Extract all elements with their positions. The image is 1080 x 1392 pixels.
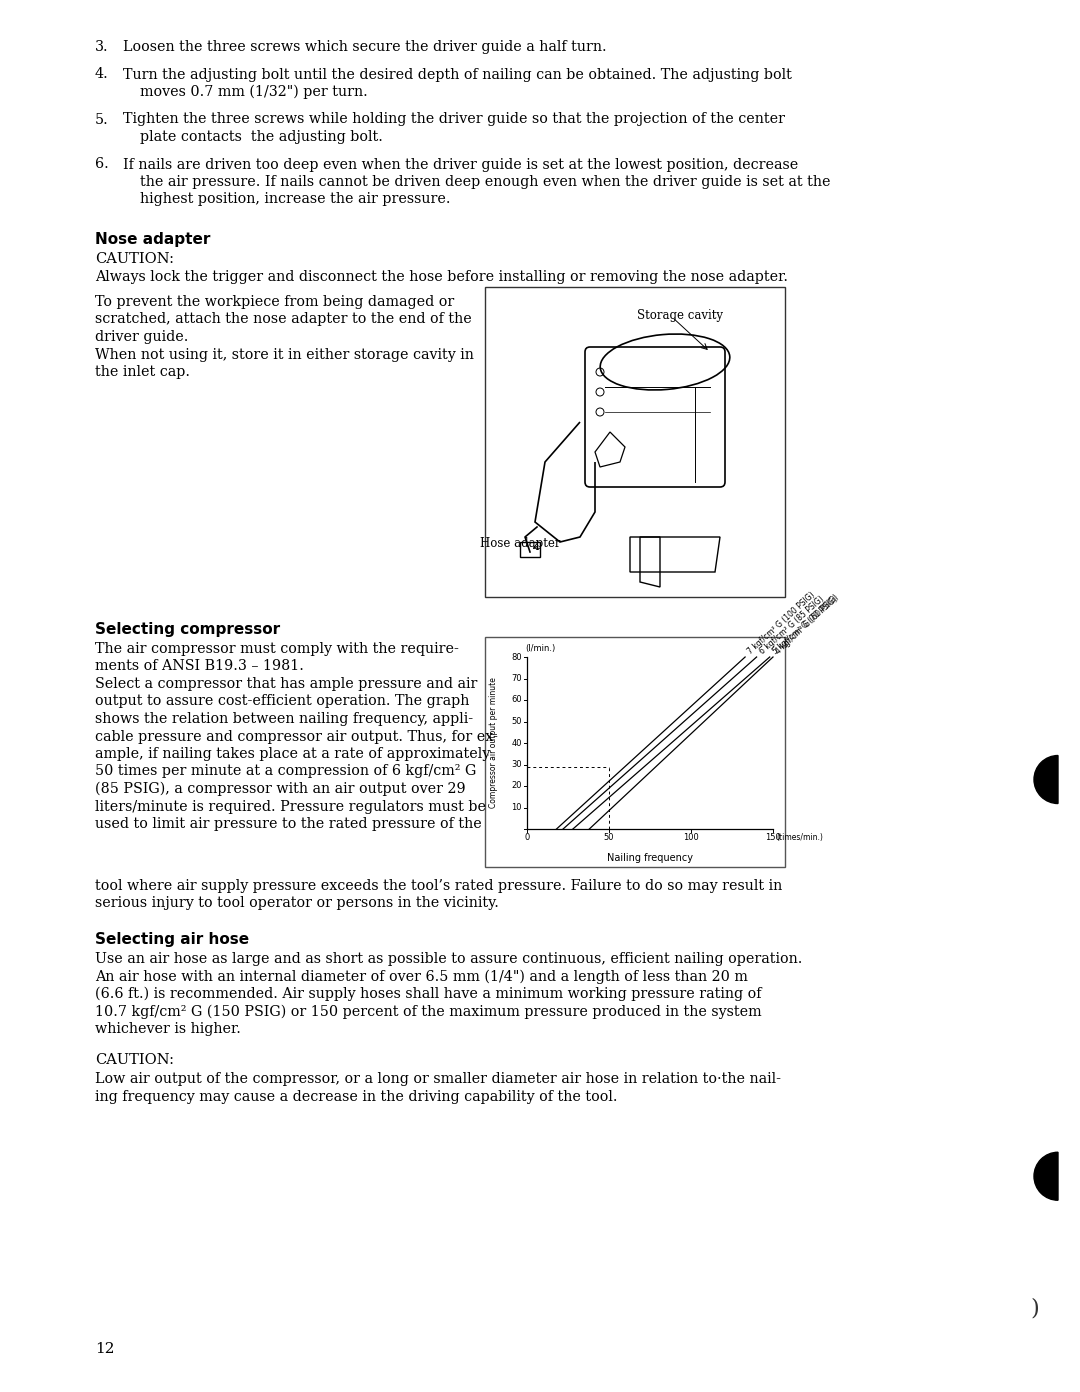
Text: Always lock the trigger and disconnect the hose before installing or removing th: Always lock the trigger and disconnect t… <box>95 270 788 284</box>
Text: When not using it, store it in either storage cavity in: When not using it, store it in either st… <box>95 348 474 362</box>
Text: (85 PSIG), a compressor with an air output over 29: (85 PSIG), a compressor with an air outp… <box>95 782 465 796</box>
Text: Turn the adjusting bolt until the desired depth of nailing can be obtained. The : Turn the adjusting bolt until the desire… <box>123 67 792 82</box>
Text: scratched, attach the nose adapter to the end of the: scratched, attach the nose adapter to th… <box>95 312 472 327</box>
Text: 40: 40 <box>512 739 522 748</box>
Text: used to limit air pressure to the rated pressure of the: used to limit air pressure to the rated … <box>95 817 482 831</box>
Text: CAUTION:: CAUTION: <box>95 252 174 266</box>
Text: 30: 30 <box>511 760 522 768</box>
Text: the air pressure. If nails cannot be driven deep enough even when the driver gui: the air pressure. If nails cannot be dri… <box>140 175 831 189</box>
Text: Nailing frequency: Nailing frequency <box>607 853 693 863</box>
Text: moves 0.7 mm (1/32") per turn.: moves 0.7 mm (1/32") per turn. <box>140 85 368 99</box>
Text: 100: 100 <box>684 832 699 842</box>
Text: ample, if nailing takes place at a rate of approximately: ample, if nailing takes place at a rate … <box>95 748 490 761</box>
Text: Selecting compressor: Selecting compressor <box>95 622 280 638</box>
Text: 60: 60 <box>511 696 522 704</box>
Text: CAUTION:: CAUTION: <box>95 1054 174 1068</box>
Text: Nose adapter: Nose adapter <box>95 232 211 246</box>
Text: Loosen the three screws which secure the driver guide a half turn.: Loosen the three screws which secure the… <box>123 40 607 54</box>
Text: 6 kgf/cm² G (85 PSIG): 6 kgf/cm² G (85 PSIG) <box>757 594 825 656</box>
Text: Storage cavity: Storage cavity <box>637 309 723 322</box>
Text: (times/min.): (times/min.) <box>777 832 823 842</box>
Text: ): ) <box>1030 1297 1039 1320</box>
Text: 10: 10 <box>512 803 522 812</box>
Text: (l/min.): (l/min.) <box>525 644 555 653</box>
Text: 50 times per minute at a compression of 6 kgf/cm² G: 50 times per minute at a compression of … <box>95 764 476 778</box>
Text: whichever is higher.: whichever is higher. <box>95 1022 241 1036</box>
Text: An air hose with an internal diameter of over 6.5 mm (1/4") and a length of less: An air hose with an internal diameter of… <box>95 969 747 984</box>
Text: plate contacts  the adjusting bolt.: plate contacts the adjusting bolt. <box>140 129 383 143</box>
Text: 5 kgf/cm² G (70 PSIG): 5 kgf/cm² G (70 PSIG) <box>771 594 839 656</box>
Text: 5.: 5. <box>95 113 109 127</box>
Text: 3.: 3. <box>95 40 109 54</box>
Text: cable pressure and compressor air output. Thus, for ex-: cable pressure and compressor air output… <box>95 729 498 743</box>
Text: shows the relation between nailing frequency, appli-: shows the relation between nailing frequ… <box>95 711 473 727</box>
Text: Low air output of the compressor, or a long or smaller diameter air hose in rela: Low air output of the compressor, or a l… <box>95 1072 781 1087</box>
Text: driver guide.: driver guide. <box>95 330 188 344</box>
Text: 150: 150 <box>765 832 781 842</box>
Text: Hose adapter: Hose adapter <box>480 537 561 550</box>
Text: To prevent the workpiece from being damaged or: To prevent the workpiece from being dama… <box>95 295 455 309</box>
Text: Tighten the three screws while holding the driver guide so that the projection o: Tighten the three screws while holding t… <box>123 113 785 127</box>
Text: highest position, increase the air pressure.: highest position, increase the air press… <box>140 192 450 206</box>
Text: 4.: 4. <box>95 67 109 82</box>
Text: liters/minute is required. Pressure regulators must be: liters/minute is required. Pressure regu… <box>95 799 486 813</box>
Text: 20: 20 <box>512 781 522 791</box>
Bar <box>519 541 540 557</box>
Text: (6.6 ft.) is recommended. Air supply hoses shall have a minimum working pressure: (6.6 ft.) is recommended. Air supply hos… <box>95 987 761 1001</box>
Text: Compressor air output per minute: Compressor air output per minute <box>489 678 499 809</box>
Bar <box>485 638 785 867</box>
Text: 4 kgf/cm² G (60 PSIG): 4 kgf/cm² G (60 PSIG) <box>774 593 840 656</box>
Text: The air compressor must comply with the require-: The air compressor must comply with the … <box>95 642 459 656</box>
Text: 12: 12 <box>95 1342 114 1356</box>
Text: If nails are driven too deep even when the driver guide is set at the lowest pos: If nails are driven too deep even when t… <box>123 157 798 171</box>
Text: Use an air hose as large and as short as possible to assure continuous, efficien: Use an air hose as large and as short as… <box>95 952 802 966</box>
Text: Selecting air hose: Selecting air hose <box>95 933 249 947</box>
Wedge shape <box>1034 1153 1058 1200</box>
Text: 6.: 6. <box>95 157 109 171</box>
Text: 0: 0 <box>525 832 529 842</box>
Text: 50: 50 <box>512 717 522 727</box>
Text: 7 kgf/cm² G (100 PSIG): 7 kgf/cm² G (100 PSIG) <box>746 590 816 656</box>
Text: the inlet cap.: the inlet cap. <box>95 365 190 379</box>
Text: 70: 70 <box>511 674 522 683</box>
Bar <box>485 287 785 597</box>
Text: ments of ANSI B19.3 – 1981.: ments of ANSI B19.3 – 1981. <box>95 660 303 674</box>
Wedge shape <box>1034 756 1058 803</box>
Text: tool where air supply pressure exceeds the tool’s rated pressure. Failure to do : tool where air supply pressure exceeds t… <box>95 878 782 894</box>
Text: ing frequency may cause a decrease in the driving capability of the tool.: ing frequency may cause a decrease in th… <box>95 1090 618 1104</box>
Text: 80: 80 <box>511 653 522 661</box>
Text: 50: 50 <box>604 832 615 842</box>
Text: output to assure cost-efficient operation. The graph: output to assure cost-efficient operatio… <box>95 695 470 709</box>
Text: 10.7 kgf/cm² G (150 PSIG) or 150 percent of the maximum pressure produced in the: 10.7 kgf/cm² G (150 PSIG) or 150 percent… <box>95 1005 761 1019</box>
Text: serious injury to tool operator or persons in the vicinity.: serious injury to tool operator or perso… <box>95 896 499 910</box>
Text: Select a compressor that has ample pressure and air: Select a compressor that has ample press… <box>95 677 477 690</box>
